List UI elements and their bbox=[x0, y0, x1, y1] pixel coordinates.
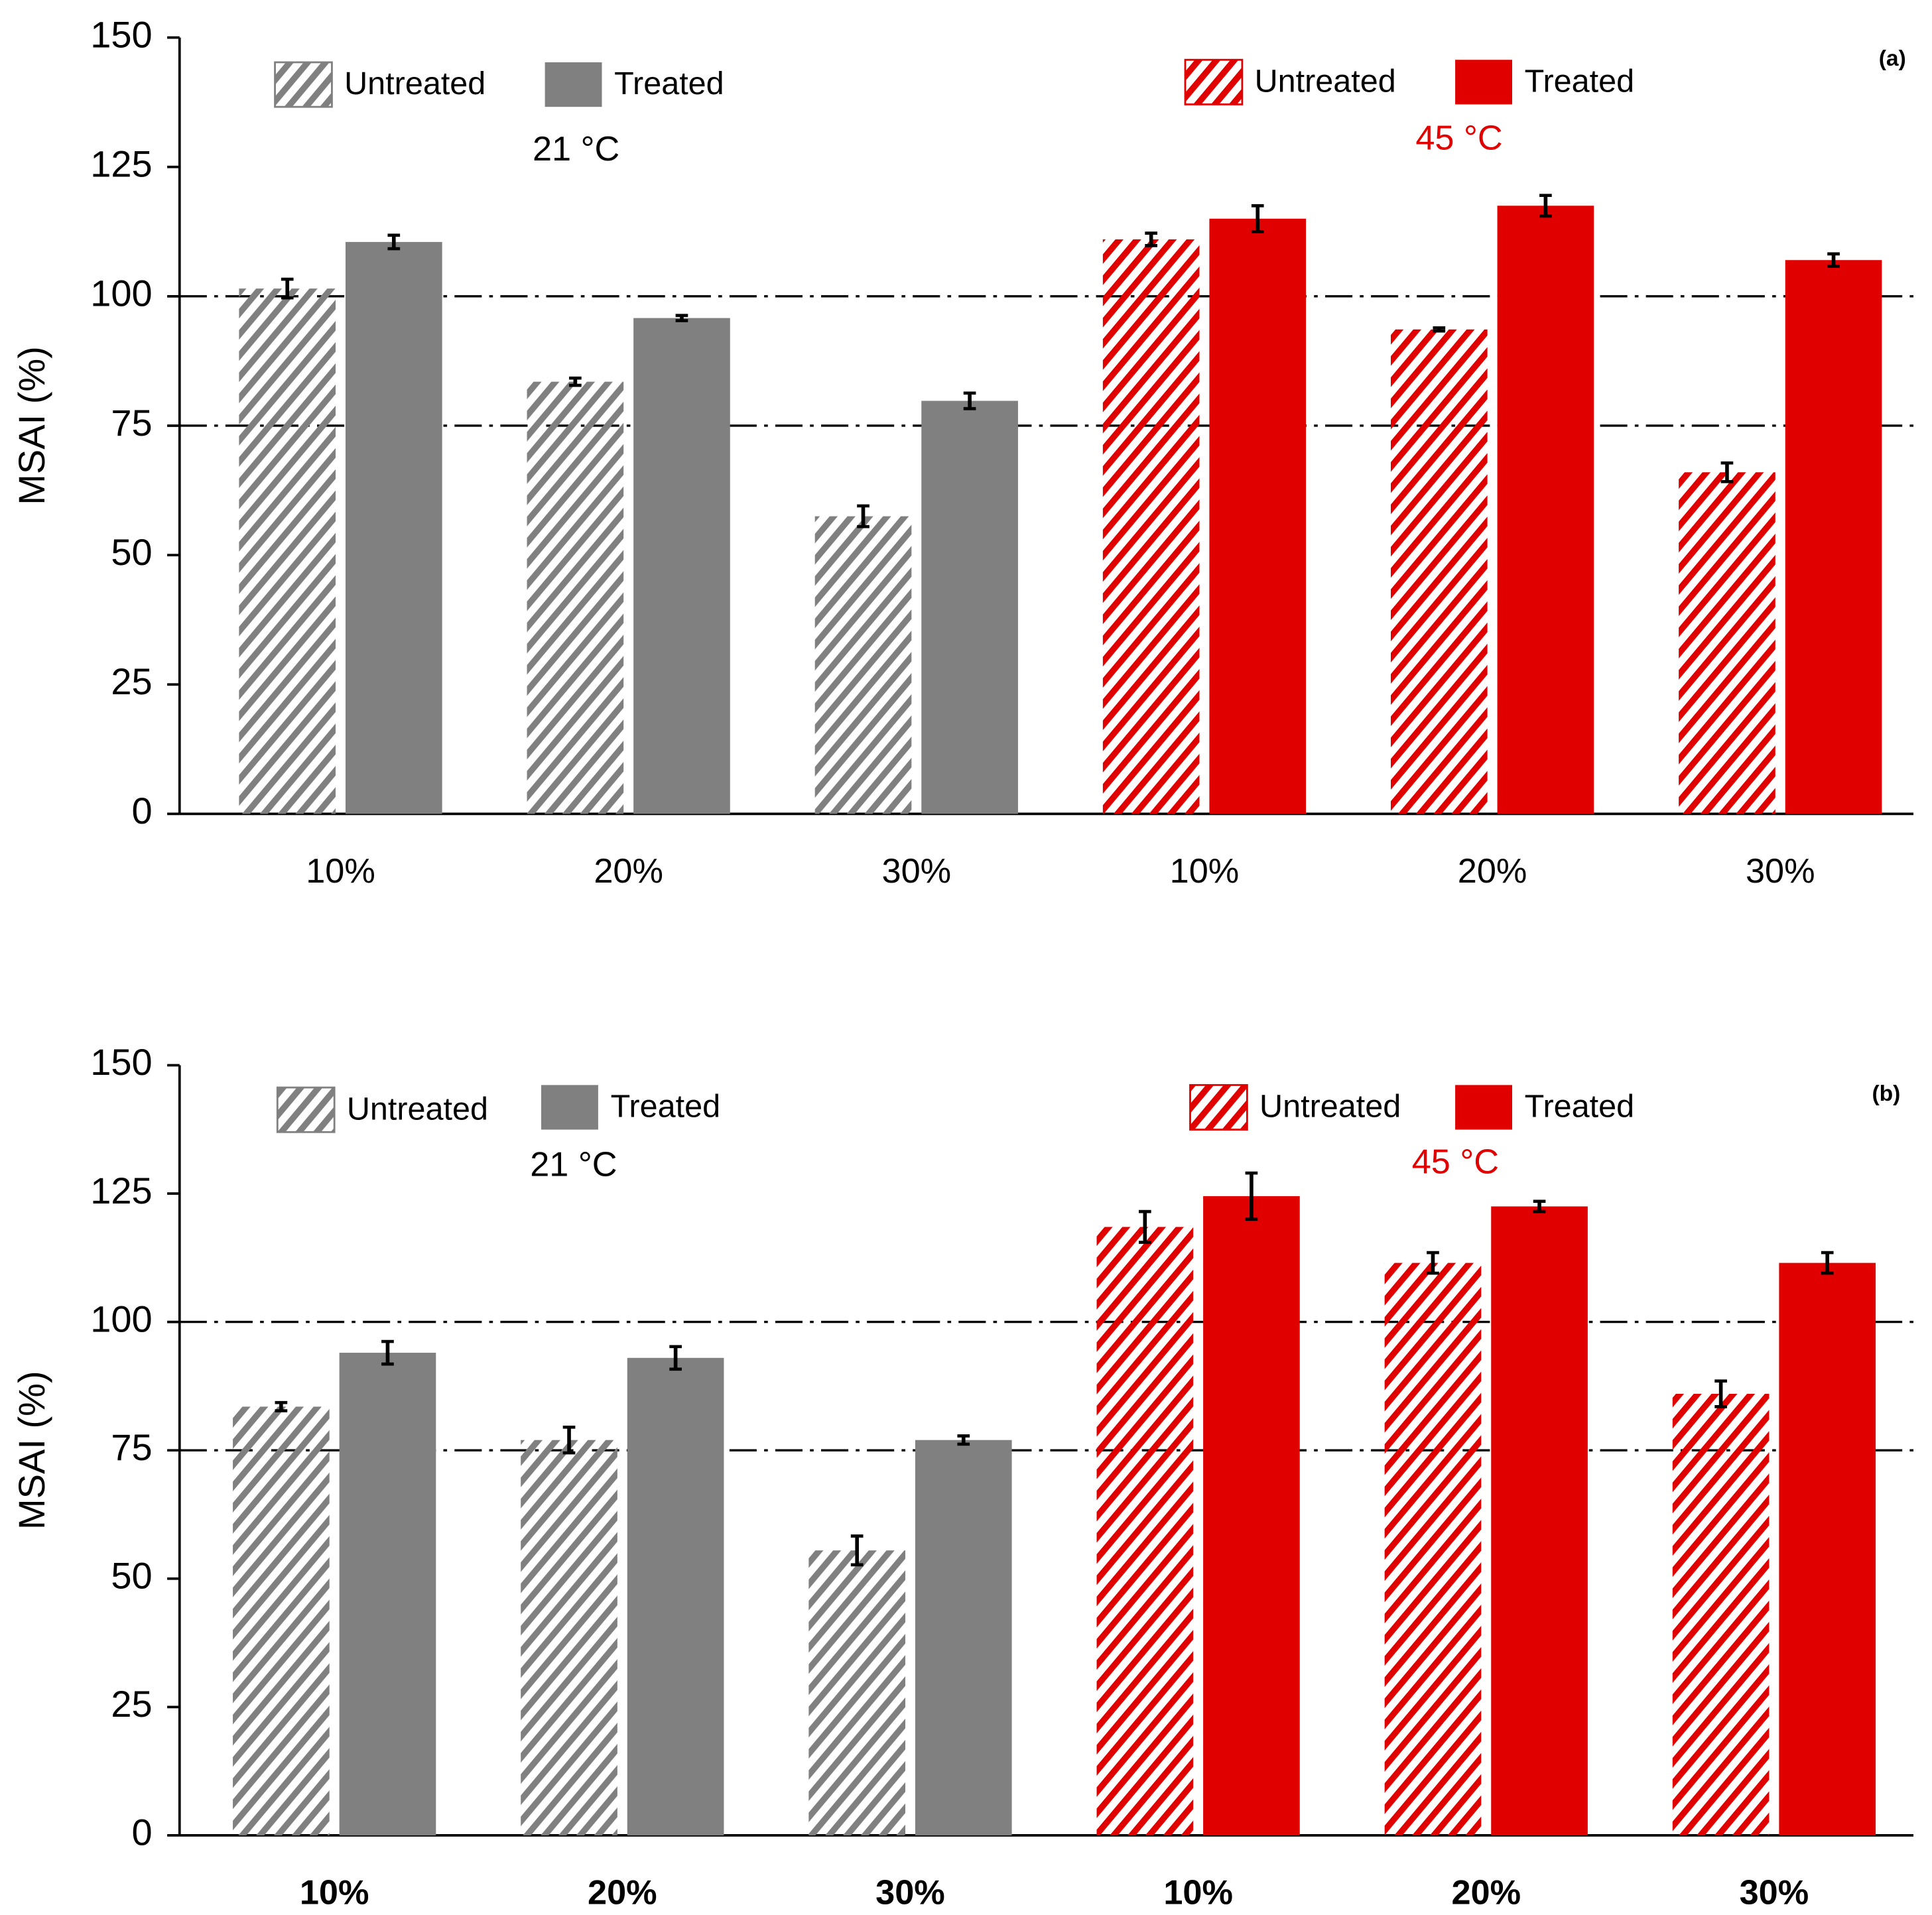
x-tick-label: 30% bbox=[1746, 852, 1815, 891]
error-bar bbox=[569, 376, 582, 387]
bar bbox=[239, 288, 336, 814]
group-label: 21 °C bbox=[533, 130, 619, 168]
error-bar bbox=[275, 1400, 288, 1412]
legend-label: Untreated bbox=[347, 1091, 488, 1127]
bar bbox=[1679, 472, 1775, 814]
bar bbox=[1102, 239, 1200, 814]
error-bar bbox=[963, 391, 976, 410]
error-bar bbox=[281, 277, 294, 300]
y-tick-label: 125 bbox=[90, 143, 152, 185]
error-bar bbox=[857, 504, 869, 528]
group-label: 21 °C bbox=[530, 1145, 617, 1184]
bar bbox=[233, 1406, 330, 1835]
y-tick-label: 25 bbox=[111, 1683, 152, 1725]
bar bbox=[1779, 1263, 1876, 1835]
panel-label: (b) bbox=[1872, 1081, 1900, 1106]
error-bar bbox=[1145, 231, 1157, 247]
legend-swatch bbox=[1455, 1085, 1512, 1130]
bar bbox=[527, 381, 624, 814]
y-tick-label: 125 bbox=[90, 1170, 152, 1211]
x-tick-label: 20% bbox=[1451, 1873, 1521, 1912]
x-tick-label: 10% bbox=[306, 852, 375, 891]
x-tick-label: 10% bbox=[1170, 852, 1240, 891]
legend-swatch bbox=[1184, 58, 1244, 105]
bar bbox=[1785, 260, 1882, 814]
error-bar bbox=[957, 1434, 970, 1446]
bar bbox=[1209, 218, 1307, 814]
bar bbox=[345, 241, 442, 814]
x-tick-label: 30% bbox=[875, 1873, 945, 1912]
error-bar bbox=[1427, 1251, 1439, 1275]
y-tick-label: 0 bbox=[132, 1812, 153, 1853]
error-bar bbox=[1433, 326, 1446, 333]
y-tick-label: 100 bbox=[90, 1298, 152, 1339]
bar bbox=[1096, 1227, 1194, 1835]
bar bbox=[633, 318, 730, 814]
error-bar bbox=[1539, 194, 1552, 218]
y-tick-label: 150 bbox=[90, 13, 152, 55]
y-tick-label: 50 bbox=[111, 531, 152, 573]
x-tick-label: 20% bbox=[588, 1873, 657, 1912]
error-bar bbox=[1827, 252, 1840, 268]
x-tick-label: 10% bbox=[1163, 1873, 1233, 1912]
error-bar bbox=[562, 1426, 576, 1455]
error-bar bbox=[675, 314, 688, 322]
error-bar bbox=[1138, 1209, 1151, 1244]
panel-label: (a) bbox=[1879, 46, 1906, 71]
legend-swatch bbox=[276, 1086, 336, 1133]
x-tick-label: 10% bbox=[300, 1873, 369, 1912]
legend-swatch bbox=[1189, 1083, 1248, 1131]
error-bar bbox=[669, 1345, 682, 1371]
error-bar bbox=[381, 1339, 394, 1366]
y-tick-label: 0 bbox=[132, 790, 153, 832]
bar bbox=[627, 1357, 724, 1835]
legend-label: Untreated bbox=[1255, 64, 1396, 99]
error-bar bbox=[1821, 1251, 1834, 1275]
bar bbox=[1672, 1394, 1770, 1835]
y-tick-label: 25 bbox=[111, 660, 152, 702]
bar bbox=[339, 1353, 436, 1835]
x-tick-label: 30% bbox=[882, 852, 952, 891]
bar bbox=[1390, 329, 1488, 814]
legend-swatch bbox=[1455, 60, 1512, 105]
y-tick-label: 50 bbox=[111, 1555, 152, 1597]
bar bbox=[521, 1440, 617, 1835]
x-tick-label: 30% bbox=[1740, 1873, 1809, 1912]
bar bbox=[915, 1440, 1012, 1835]
x-tick-label: 20% bbox=[594, 852, 663, 891]
bar bbox=[1203, 1196, 1300, 1835]
error-bar bbox=[850, 1534, 864, 1567]
x-tick-label: 20% bbox=[1458, 852, 1527, 891]
y-tick-label: 150 bbox=[90, 1041, 152, 1083]
error-bar bbox=[1245, 1171, 1258, 1221]
y-tick-label: 75 bbox=[111, 1426, 152, 1468]
error-bar bbox=[387, 233, 401, 251]
legend-swatch bbox=[274, 61, 333, 108]
error-bar bbox=[1533, 1200, 1546, 1213]
bar bbox=[921, 401, 1018, 814]
y-axis-label: MSAI (%) bbox=[11, 1371, 52, 1530]
group-label: 45 °C bbox=[1412, 1143, 1499, 1182]
legend-label: Treated bbox=[611, 1089, 721, 1125]
error-bar bbox=[1251, 204, 1264, 233]
legend-label: Treated bbox=[614, 66, 724, 101]
bar bbox=[814, 516, 912, 814]
group-label: 45 °C bbox=[1415, 119, 1502, 157]
bar bbox=[1491, 1206, 1588, 1835]
y-tick-label: 100 bbox=[90, 273, 152, 314]
y-axis-label: MSAI (%) bbox=[11, 346, 52, 505]
y-tick-label: 75 bbox=[111, 402, 152, 444]
bar bbox=[808, 1550, 906, 1835]
legend-swatch bbox=[545, 62, 602, 107]
legend-swatch bbox=[541, 1085, 598, 1130]
legend-label: Untreated bbox=[1259, 1089, 1401, 1125]
error-bar bbox=[1714, 1379, 1727, 1408]
error-bar bbox=[1720, 461, 1734, 483]
legend-label: Untreated bbox=[344, 66, 485, 101]
bar bbox=[1384, 1263, 1482, 1835]
bar bbox=[1497, 206, 1594, 814]
legend-label: Treated bbox=[1525, 64, 1635, 99]
legend-label: Treated bbox=[1525, 1089, 1635, 1125]
